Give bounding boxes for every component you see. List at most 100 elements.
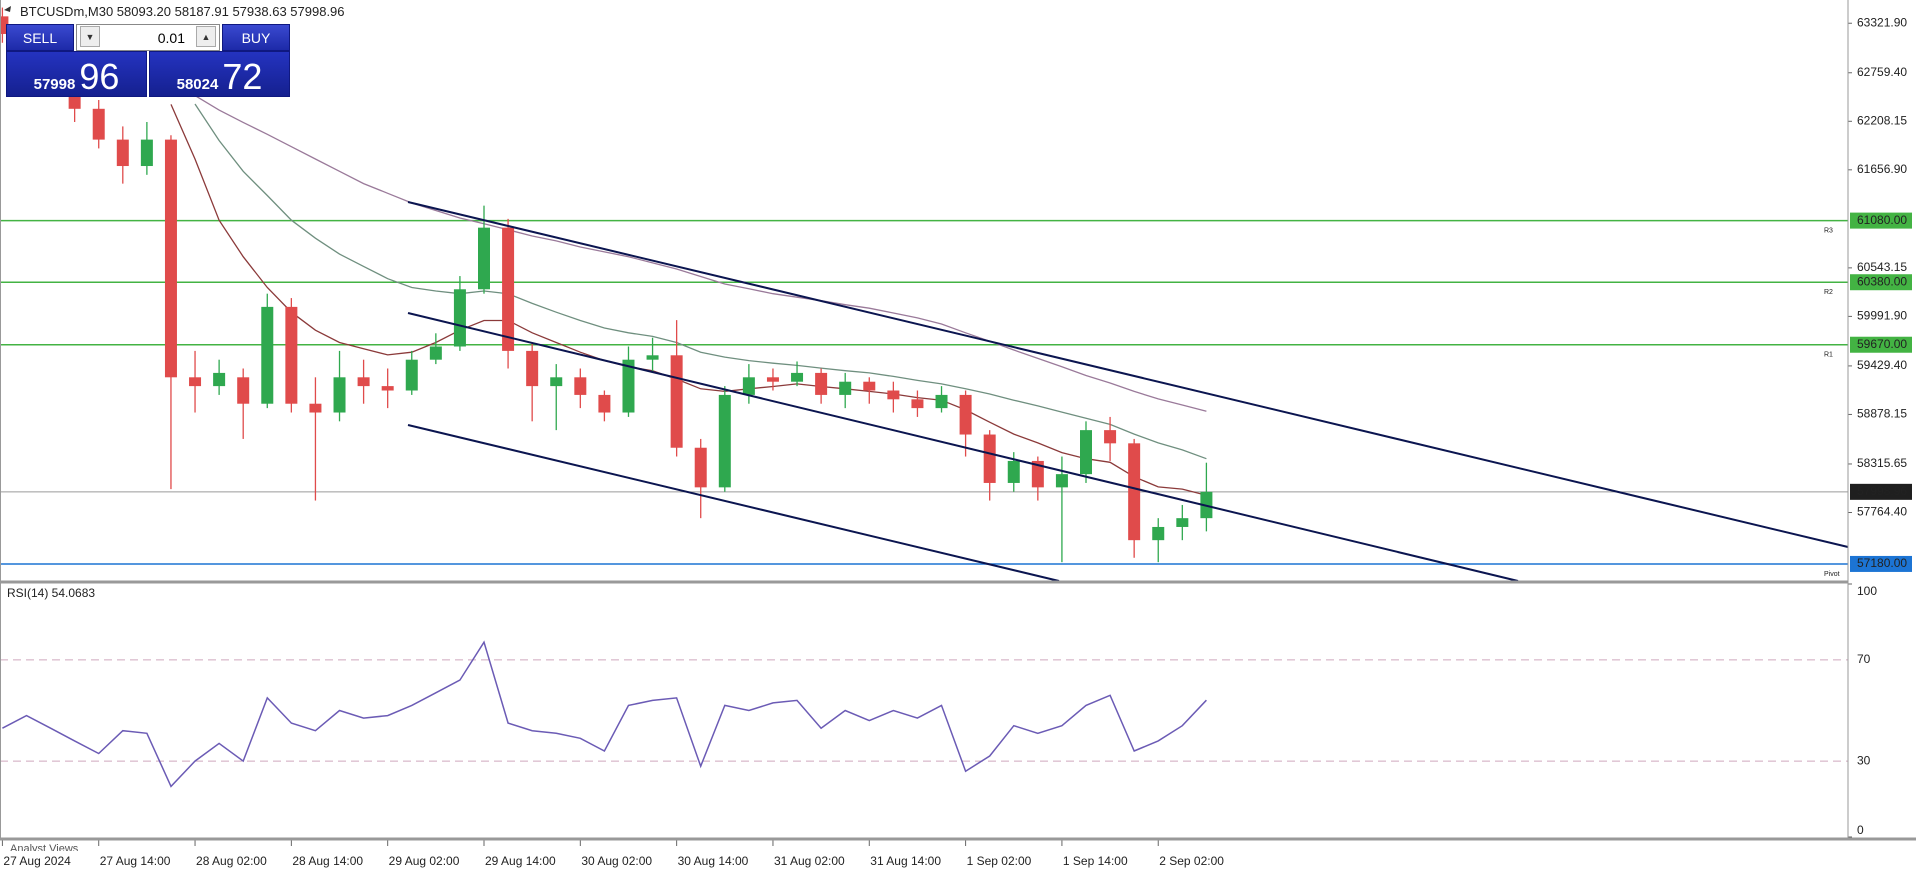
candle-body: [164, 139, 177, 378]
candle-body: [622, 359, 635, 413]
bid-label: 57998.96: [1857, 484, 1907, 498]
level-label-box: [1850, 274, 1912, 291]
symbol-info: BTCUSDm,M30 58093.20 58187.91 57938.63 5…: [20, 4, 345, 19]
level-name: R1: [1824, 352, 1833, 359]
bid-label-box: [1850, 483, 1912, 500]
menu-icon[interactable]: [4, 6, 11, 12]
candle-body: [1055, 474, 1068, 488]
x-tick-label: 29 Aug 14:00: [485, 854, 556, 868]
candle-body: [285, 306, 298, 404]
buy-price[interactable]: 58024 72: [149, 51, 290, 97]
y-tick-label: 63321.90: [1857, 15, 1907, 29]
x-tick-label: 29 Aug 02:00: [389, 854, 460, 868]
x-tick-label: 28 Aug 14:00: [292, 854, 363, 868]
level-name: Pivot: [1824, 571, 1840, 578]
level-label: 57180.00: [1857, 556, 1907, 570]
one-click-trading: SELL 0.01 ▼ ▲ BUY 57998 96 58024 72: [6, 24, 290, 97]
level-label: 61080.00: [1857, 213, 1907, 227]
y-tick-label: 30: [1857, 753, 1871, 767]
candle-body: [357, 377, 370, 387]
candle-body: [453, 289, 466, 347]
candle-body: [742, 377, 755, 395]
rsi-line: [2, 640, 1207, 788]
level-label-box: [1850, 336, 1912, 353]
indicator-title: RSI(14) 54.0683: [7, 586, 95, 600]
level-name: R3: [1824, 227, 1833, 234]
x-tick-label: 2 Sep 02:00: [1159, 854, 1224, 868]
candle-body: [261, 306, 274, 404]
candle-body: [189, 377, 202, 387]
y-tick-label: 0: [1857, 823, 1864, 837]
candle-body: [526, 350, 539, 387]
moving-average: [170, 104, 1207, 496]
candle-body: [1152, 526, 1165, 541]
candle-body: [92, 108, 105, 140]
candle-body: [863, 381, 876, 391]
candle-body: [381, 386, 394, 391]
sell-button[interactable]: SELL: [6, 24, 74, 51]
trend-line: [407, 424, 1060, 582]
lot-down[interactable]: ▼: [80, 26, 100, 47]
trend-line: [407, 201, 1849, 548]
candle-body: [1080, 430, 1092, 475]
moving-average: [194, 103, 1207, 460]
buy-price-main: 58024: [176, 76, 219, 93]
candle-body: [309, 403, 322, 413]
candle-body: [140, 139, 153, 167]
x-tick-label: 31 Aug 14:00: [870, 854, 941, 868]
candle-body: [1007, 460, 1020, 483]
candle-body: [1104, 430, 1117, 444]
candle-body: [429, 346, 442, 360]
tab[interactable]: Analyst Views: [10, 843, 79, 851]
y-tick-label: 70: [1857, 652, 1871, 666]
candle-body: [935, 394, 948, 409]
x-tick-label: 28 Aug 02:00: [196, 854, 267, 868]
candle-body: [1176, 518, 1189, 527]
x-tick-label: 1 Sep 02:00: [967, 854, 1032, 868]
moving-average: [194, 95, 1207, 412]
candle-body: [0, 16, 9, 34]
candle-body: [405, 359, 418, 391]
candle-body: [213, 372, 226, 387]
candle-body: [670, 355, 683, 448]
x-tick-label: 27 Aug 14:00: [100, 854, 171, 868]
candle-body: [839, 381, 852, 395]
y-tick-label: 61656.90: [1857, 162, 1907, 176]
candle-body: [333, 377, 346, 413]
candle-body: [911, 399, 924, 409]
y-tick-label: 58878.15: [1857, 407, 1907, 421]
candle-body: [887, 390, 900, 400]
candle-body: [646, 355, 659, 360]
candle-body: [959, 394, 972, 435]
candle-body: [694, 447, 707, 488]
candle-body: [718, 394, 731, 488]
candle-body: [478, 227, 490, 290]
lot-up[interactable]: ▲: [196, 26, 216, 47]
y-tick-label: 57764.40: [1857, 505, 1907, 519]
x-tick-label: 1 Sep 14:00: [1063, 854, 1128, 868]
level-name: R2: [1824, 289, 1833, 296]
x-tick-label: 30 Aug 14:00: [678, 854, 749, 868]
y-tick-label: 58315.65: [1857, 456, 1907, 470]
x-tick-label: 31 Aug 02:00: [774, 854, 845, 868]
candle-body: [598, 394, 611, 413]
level-label: 60380.00: [1857, 274, 1907, 288]
level-label: 59670.00: [1857, 337, 1907, 351]
sell-price[interactable]: 57998 96: [6, 51, 147, 97]
level-label-box: [1850, 555, 1912, 572]
level-label-box: [1850, 212, 1912, 229]
candle-body: [502, 227, 515, 351]
candle-body: [1031, 460, 1044, 488]
trend-line: [407, 312, 1519, 582]
candle-body: [237, 377, 250, 404]
y-tick-label: 100: [1857, 584, 1877, 598]
candle-body: [574, 377, 587, 395]
buy-price-big: 72: [222, 56, 263, 97]
candle-body: [1128, 443, 1141, 541]
buy-button[interactable]: BUY: [222, 24, 290, 51]
x-tick-label: 27 Aug 2024: [3, 854, 71, 868]
candle-body: [791, 372, 804, 382]
candle-body: [550, 377, 563, 387]
candle-body: [815, 372, 828, 395]
